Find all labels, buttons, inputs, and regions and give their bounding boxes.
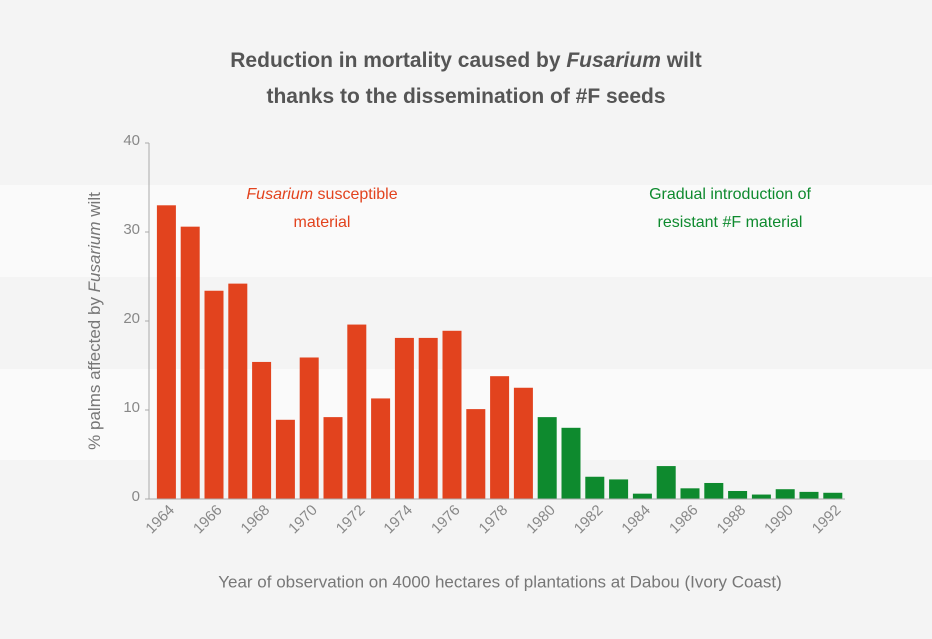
bar xyxy=(228,283,248,499)
bar xyxy=(371,398,391,499)
bar xyxy=(751,494,771,499)
chart-title-part: Fusarium xyxy=(566,49,661,72)
annotation-part: susceptible xyxy=(318,186,398,203)
y-axis-label-part: % palms affected by xyxy=(85,297,104,450)
y-axis-label-part: Fusarium xyxy=(85,221,104,292)
chart-title: Reduction in mortality caused by Fusariu… xyxy=(230,49,701,72)
annotation: Gradual introduction of xyxy=(649,186,811,203)
bar xyxy=(180,226,200,499)
x-axis-label: Year of observation on 4000 hectares of … xyxy=(218,572,782,591)
band xyxy=(0,369,932,460)
annotation-part: material xyxy=(294,214,351,231)
annotation: material xyxy=(294,214,351,231)
annotation-part: Gradual introduction of xyxy=(649,186,811,203)
bar xyxy=(609,479,629,499)
bar xyxy=(537,417,557,499)
bar xyxy=(704,482,724,499)
y-axis-label-part: wilt xyxy=(85,192,104,218)
bar xyxy=(680,488,700,499)
band xyxy=(0,185,932,277)
bar xyxy=(585,476,605,499)
y-axis-label: % palms affected by Fusarium wilt xyxy=(85,192,104,450)
bar xyxy=(490,376,510,499)
bar xyxy=(466,409,486,499)
y-tick-label: 0 xyxy=(132,488,140,505)
bar xyxy=(561,427,581,499)
annotation: resistant #F material xyxy=(658,214,803,231)
bar xyxy=(656,466,676,499)
bar xyxy=(394,337,414,499)
bar xyxy=(204,290,224,499)
y-tick-label: 40 xyxy=(123,132,140,149)
annotation: Fusarium susceptible xyxy=(246,186,397,203)
bar xyxy=(418,337,438,499)
bar xyxy=(156,205,176,500)
y-tick-label: 20 xyxy=(123,310,140,327)
chart-title-part: Reduction in mortality caused by xyxy=(230,49,561,72)
y-tick-label: 10 xyxy=(123,399,140,416)
bar xyxy=(799,491,819,499)
bar xyxy=(299,357,319,499)
annotation-part: Fusarium xyxy=(246,186,313,203)
bar xyxy=(513,387,533,499)
bar xyxy=(823,492,843,499)
annotation-part: resistant #F material xyxy=(658,214,803,231)
bar xyxy=(775,489,795,499)
bar xyxy=(347,324,367,499)
y-tick-label: 30 xyxy=(123,221,140,238)
bar xyxy=(632,493,652,499)
bar xyxy=(323,417,343,499)
bar xyxy=(275,419,295,499)
chart-title-part: wilt xyxy=(666,49,702,72)
bar xyxy=(442,330,462,499)
chart-title-part: thanks to the dissemination of #F seeds xyxy=(266,85,665,108)
bar xyxy=(728,490,748,499)
chart-title: thanks to the dissemination of #F seeds xyxy=(266,85,665,108)
bar xyxy=(252,361,272,499)
